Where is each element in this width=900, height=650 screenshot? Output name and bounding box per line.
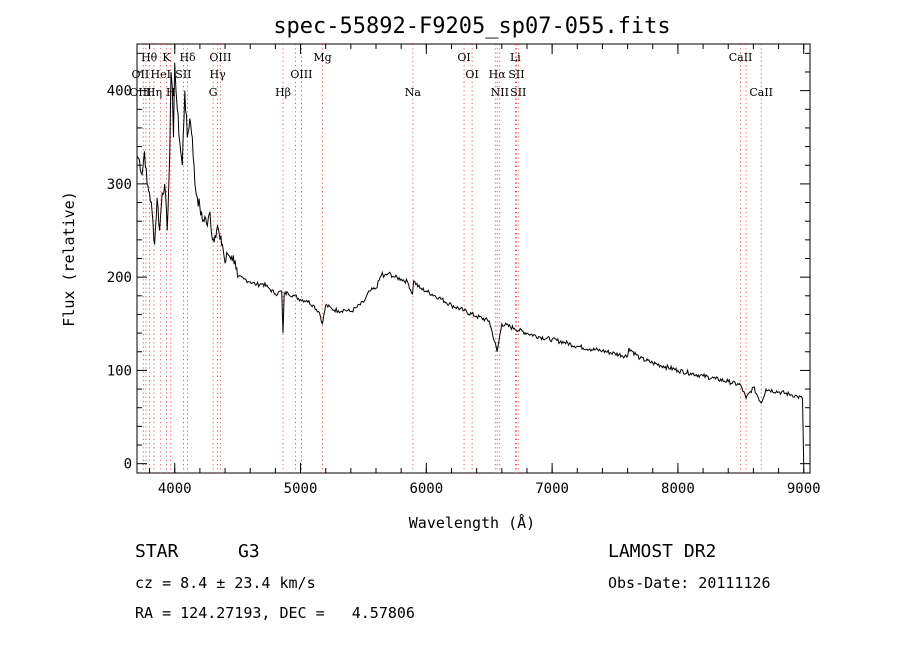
- line-label: OI: [465, 68, 478, 81]
- line-label: G: [209, 86, 218, 99]
- line-label: OII: [132, 68, 150, 81]
- x-axis-label: Wavelength (Å): [409, 513, 535, 532]
- x-tick-label: 5000: [284, 481, 318, 497]
- x-tick-label: 7000: [535, 481, 569, 497]
- line-label: SII: [175, 68, 191, 81]
- line-label: NII: [491, 86, 509, 99]
- y-tick-label: 100: [107, 363, 132, 379]
- x-axis-ticks: 4000 5000 6000 7000 8000 9000: [149, 44, 821, 497]
- survey-name: LAMOST DR2: [608, 541, 717, 562]
- line-label: Hα: [489, 68, 507, 81]
- line-label: Mg: [313, 51, 331, 64]
- chart-title: spec-55892-F9205_sp07-055.fits: [273, 14, 670, 39]
- line-label: SII: [510, 86, 526, 99]
- x-tick-label: 6000: [409, 481, 443, 497]
- x-tick-label: 9000: [787, 481, 821, 497]
- line-label: OIII: [209, 51, 231, 64]
- y-tick-label: 200: [107, 270, 132, 286]
- line-label: OI: [457, 51, 470, 64]
- spectral-line-markers: [142, 44, 762, 473]
- y-tick-label: 0: [124, 457, 132, 473]
- line-label: CaII: [749, 86, 773, 99]
- line-label: CaII: [729, 51, 753, 64]
- x-tick-label: 4000: [158, 481, 192, 497]
- plot-frame: [136, 43, 811, 474]
- obs-date: Obs-Date: 20111126: [608, 574, 771, 592]
- spectrum-line: [136, 62, 805, 464]
- line-label: OIII: [290, 68, 312, 81]
- line-label: Hθ: [141, 51, 158, 64]
- coordinates: RA = 124.27193, DEC = 4.57806: [135, 604, 415, 622]
- line-label: K: [162, 51, 171, 64]
- line-label: Na: [405, 86, 422, 99]
- line-label: HeI: [151, 68, 171, 81]
- line-label: SII: [508, 68, 524, 81]
- y-axis-label: Flux (relative): [60, 191, 78, 326]
- line-label: Hβ: [275, 86, 291, 99]
- object-type: STAR: [135, 541, 179, 562]
- line-label: OIII: [129, 86, 151, 99]
- y-tick-label: 300: [107, 177, 132, 193]
- object-subclass: G3: [238, 541, 260, 562]
- line-label: Hη: [146, 86, 162, 99]
- y-axis-ticks: 0 100 200 300 400: [107, 52, 810, 473]
- x-tick-label: 8000: [661, 481, 695, 497]
- line-label: Hγ: [210, 68, 227, 81]
- line-label: Hδ: [179, 51, 196, 64]
- y-tick-label: 400: [107, 84, 132, 100]
- redshift-value: cz = 8.4 ± 23.4 km/s: [135, 574, 316, 592]
- line-label: Li: [510, 51, 521, 64]
